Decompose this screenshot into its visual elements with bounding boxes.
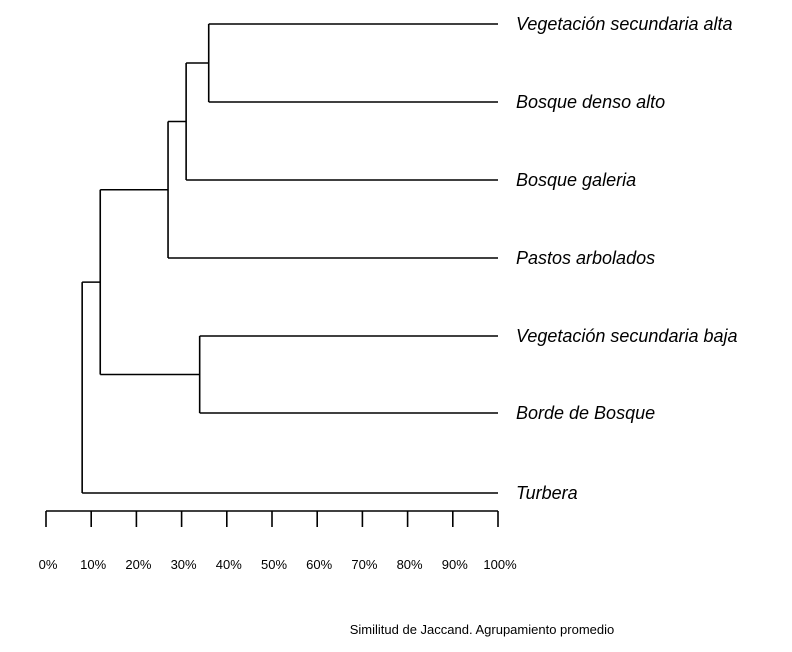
axis-tick-label: 70%	[351, 557, 377, 572]
leaf-label: Turbera	[516, 483, 578, 503]
axis-tick-label: 50%	[261, 557, 287, 572]
axis-tick-label: 30%	[171, 557, 197, 572]
axis-tick-label: 80%	[397, 557, 423, 572]
leaf-label: Bosque galeria	[516, 170, 636, 190]
leaf-label: Pastos arbolados	[516, 248, 655, 268]
leaf-label: Vegetación secundaria baja	[516, 326, 738, 346]
figure-caption: Similitud de Jaccand. Agrupamiento prome…	[350, 622, 614, 637]
axis-tick-label: 20%	[125, 557, 151, 572]
leaf-label: Borde de Bosque	[516, 403, 655, 423]
leaf-labels: Vegetación secundaria alta Bosque denso a…	[516, 14, 738, 503]
axis-tick-label: 100%	[483, 557, 517, 572]
leaf-label: Vegetación secundaria alta	[516, 14, 732, 34]
similarity-axis: 0% 10% 20% 30% 40% 50% 60% 70% 80% 90% 100%	[39, 510, 517, 572]
axis-tick-label: 0%	[39, 557, 58, 572]
axis-tick-label: 60%	[306, 557, 332, 572]
dendrogram-branches	[81, 23, 498, 494]
axis-tick-label: 40%	[216, 557, 242, 572]
axis-tick-label: 10%	[80, 557, 106, 572]
leaf-label: Bosque denso alto	[516, 92, 665, 112]
axis-tick-label: 90%	[442, 557, 468, 572]
